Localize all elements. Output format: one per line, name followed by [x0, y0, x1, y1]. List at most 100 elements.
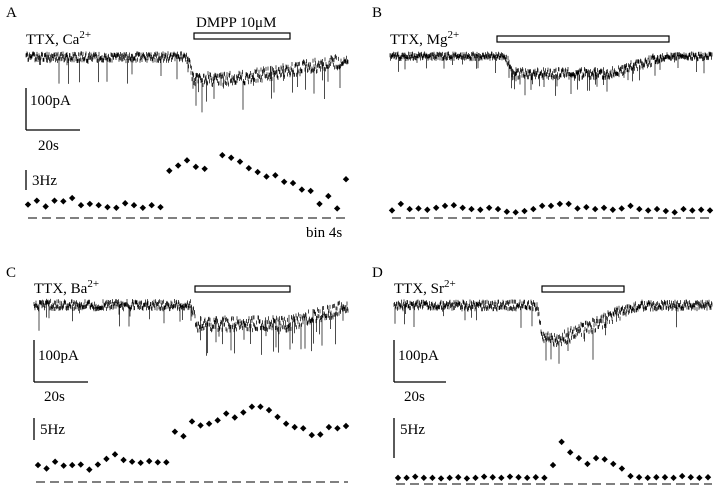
frequency-point [432, 204, 440, 211]
frequency-point [300, 425, 307, 432]
frequency-point [120, 456, 127, 464]
frequency-point [113, 204, 120, 211]
panel-letter-b: B [372, 5, 382, 21]
frequency-point [174, 162, 182, 169]
frequency-point [661, 474, 669, 481]
frequency-point [227, 154, 235, 161]
frequency-point [86, 466, 93, 473]
frequency-point [538, 202, 546, 210]
frequency-point [455, 474, 462, 481]
frequency-point [556, 200, 564, 208]
frequency-point [653, 474, 660, 481]
trace-path [25, 51, 349, 113]
frequency-point [263, 173, 270, 180]
frequency-point [420, 474, 428, 482]
frequency-point [549, 461, 557, 469]
time-scale-label-a: 20s [38, 138, 59, 154]
frequency-point [197, 422, 204, 429]
condition-prefix-a: TTX, Ca [26, 32, 80, 48]
frequency-point [171, 428, 179, 435]
frequency-point [412, 473, 419, 480]
frequency-point [154, 459, 161, 466]
frequency-point [51, 458, 59, 465]
frequency-point [584, 460, 591, 468]
frequency-point [472, 474, 479, 482]
frequency-point [137, 459, 144, 467]
frequency-point [104, 203, 111, 211]
frequency-point [671, 209, 678, 216]
frequency-point [397, 200, 405, 208]
frequency-point [696, 474, 703, 482]
frequency-point [95, 202, 102, 209]
frequency-point [33, 197, 41, 204]
rate-scale-label-c: 5Hz [40, 422, 65, 438]
frequency-point [223, 410, 230, 417]
frequency-point [34, 461, 42, 469]
frequency-point [219, 151, 226, 159]
ion-superscript-d: 2+ [444, 278, 456, 290]
condition-prefix-c: TTX, Ba [34, 281, 88, 297]
frequency-point [163, 459, 170, 466]
frequency-plot-a [24, 151, 350, 212]
frequency-point [541, 474, 548, 482]
current-trace-b [389, 51, 713, 96]
frequency-point [689, 207, 696, 214]
panel-c: C TTX, Ba2+ 100pA 20s 5Hz [6, 265, 350, 483]
frequency-point [530, 205, 537, 213]
current-trace-d [393, 299, 713, 364]
current-trace-a [25, 51, 349, 113]
frequency-point [636, 205, 643, 213]
frequency-point [477, 206, 484, 213]
frequency-point [463, 475, 471, 482]
frequency-point [86, 200, 94, 208]
frequency-point [245, 164, 253, 172]
frequency-point [592, 454, 600, 462]
frequency-point [51, 197, 58, 204]
frequency-point [248, 403, 256, 410]
frequency-point [111, 451, 119, 458]
frequency-point [333, 205, 341, 212]
condition-label-b: TTX, Mg2+ [390, 29, 459, 48]
frequency-point [60, 198, 67, 205]
frequency-point [121, 200, 129, 207]
frequency-point [512, 209, 519, 216]
frequency-point [307, 187, 314, 195]
condition-label-c: TTX, Ba2+ [34, 278, 99, 297]
frequency-point [610, 460, 617, 468]
frequency-point [565, 200, 572, 208]
trace-path [389, 51, 713, 96]
condition-prefix-b: TTX, Mg [390, 32, 448, 48]
frequency-plot-c [34, 403, 350, 473]
frequency-point [257, 403, 264, 410]
frequency-point [231, 414, 238, 421]
frequency-point [403, 474, 410, 482]
frequency-point [627, 472, 634, 480]
frequency-point [42, 203, 49, 210]
panel-letter-c: C [6, 265, 16, 281]
frequency-point [591, 205, 599, 213]
frequency-point [342, 422, 350, 430]
frequency-point [316, 200, 323, 208]
frequency-point [600, 204, 608, 211]
frequency-point [394, 474, 402, 482]
frequency-point [441, 202, 449, 210]
frequency-point [567, 449, 574, 456]
rate-scale-label-d: 5Hz [400, 422, 425, 438]
frequency-point [236, 158, 244, 165]
drug-label: DMPP 10μM [196, 15, 276, 31]
frequency-point [494, 205, 502, 213]
frequency-point [575, 454, 583, 462]
frequency-point [103, 455, 110, 463]
frequency-point [240, 409, 247, 416]
frequency-point [201, 165, 208, 172]
frequency-point [687, 474, 694, 481]
frequency-point [485, 204, 493, 211]
time-scale-label-d: 20s [404, 389, 425, 405]
frequency-point [429, 474, 436, 482]
drug-bar-c [194, 285, 291, 293]
frequency-point [130, 202, 138, 209]
frequency-point [609, 206, 617, 213]
current-scale-label-a: 100pA [30, 93, 71, 109]
frequency-point [415, 205, 422, 212]
drug-bar-d [541, 285, 625, 293]
